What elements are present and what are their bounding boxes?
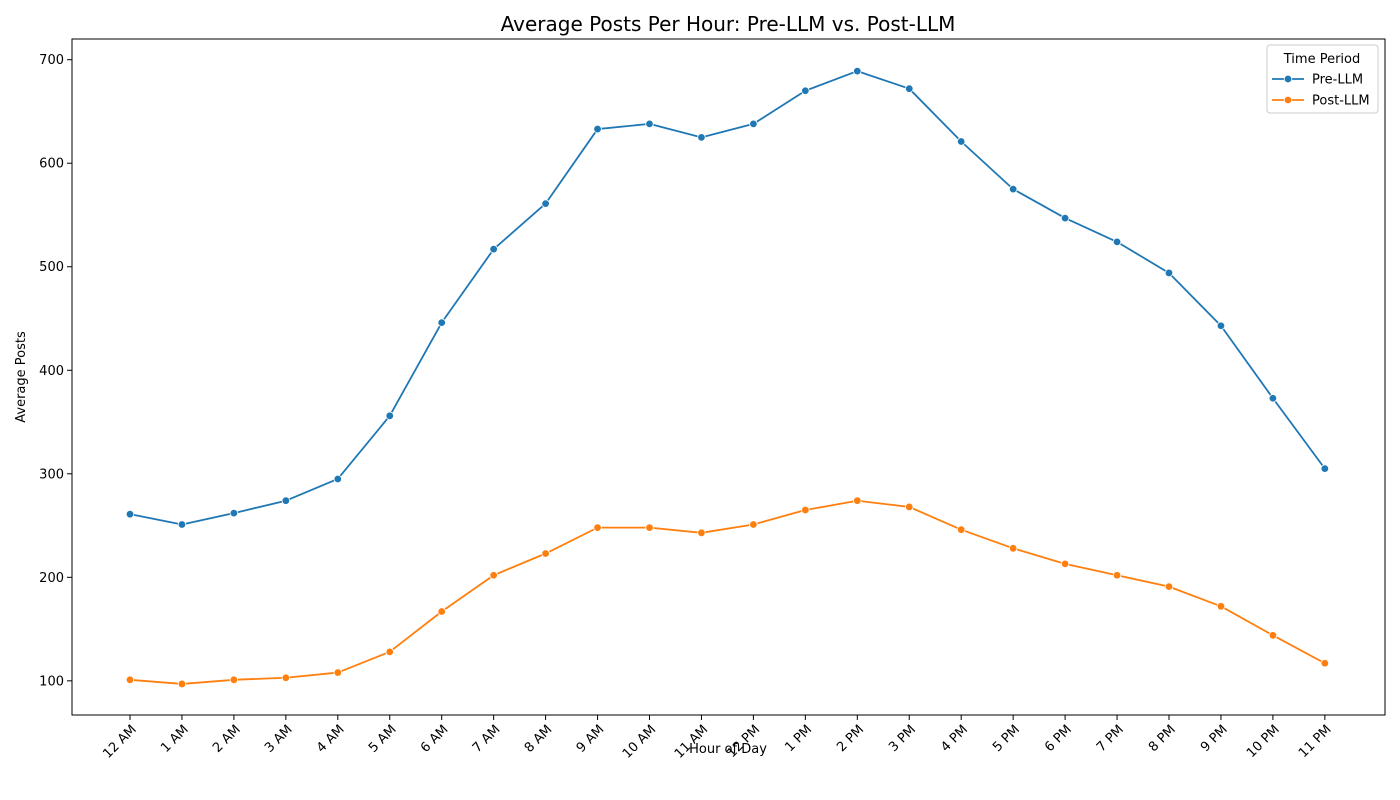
plot-frame bbox=[71, 38, 1386, 716]
data-point bbox=[593, 523, 602, 532]
data-point bbox=[385, 411, 394, 421]
data-point bbox=[125, 675, 135, 685]
x-tick-label: 2 AM bbox=[210, 722, 244, 756]
data-point bbox=[801, 505, 810, 515]
legend-title: Time Period bbox=[1283, 52, 1360, 67]
data-point bbox=[1008, 184, 1018, 194]
legend-swatch-marker bbox=[1283, 74, 1293, 84]
series-post-llm bbox=[125, 496, 1330, 689]
x-tick-label: 12 AM bbox=[100, 722, 139, 761]
data-point bbox=[437, 318, 446, 327]
x-tick-label: 6 PM bbox=[1042, 722, 1075, 755]
legend-items: Pre-LLM Post-LLM bbox=[1272, 73, 1370, 109]
x-tick-label: 1 AM bbox=[158, 722, 192, 756]
x-tick-label: 4 AM bbox=[314, 722, 348, 756]
x-tick-label: 7 AM bbox=[470, 722, 504, 756]
y-tick-label: 400 bbox=[39, 364, 64, 379]
data-point bbox=[645, 523, 654, 532]
data-point bbox=[1268, 394, 1278, 403]
series-line bbox=[129, 499, 1326, 685]
data-point bbox=[957, 137, 966, 146]
y-tick-label: 500 bbox=[39, 260, 64, 275]
data-point bbox=[489, 244, 498, 254]
data-point bbox=[1164, 268, 1174, 278]
x-tick-label: 10 AM bbox=[620, 722, 659, 761]
y-axis: 100 200 300 400 500 600 700 bbox=[39, 53, 72, 689]
data-point bbox=[1320, 464, 1330, 473]
x-tick-label: 3 PM bbox=[886, 722, 919, 755]
data-point bbox=[125, 509, 135, 519]
data-point bbox=[1008, 544, 1018, 553]
legend-swatch-marker bbox=[1283, 95, 1293, 105]
data-point bbox=[333, 668, 342, 677]
x-tick-label: 11 PM bbox=[1296, 722, 1335, 761]
data-point bbox=[593, 124, 602, 134]
x-tick-label: 4 PM bbox=[938, 722, 971, 755]
data-point bbox=[905, 502, 914, 512]
data-point bbox=[1164, 582, 1174, 591]
x-tick-label: 5 PM bbox=[990, 722, 1023, 755]
legend: Time Period Pre-LLM Post-LLM bbox=[1266, 44, 1379, 114]
legend-label: Post-LLM bbox=[1312, 94, 1370, 109]
x-axis-label: Hour of Day bbox=[689, 742, 767, 757]
data-point bbox=[1060, 559, 1070, 569]
plot-area bbox=[125, 66, 1330, 689]
chart-title: Average Posts Per Hour: Pre-LLM vs. Post… bbox=[501, 12, 956, 36]
x-tick-label: 3 AM bbox=[262, 722, 296, 756]
data-point bbox=[385, 647, 394, 657]
data-point bbox=[1320, 659, 1330, 668]
y-tick-label: 100 bbox=[39, 674, 64, 689]
data-point bbox=[437, 607, 446, 616]
data-point bbox=[697, 528, 706, 538]
x-tick-label: 7 PM bbox=[1094, 722, 1127, 755]
data-point bbox=[1216, 602, 1226, 611]
y-axis-label: Average Posts bbox=[14, 331, 29, 423]
data-point bbox=[853, 496, 862, 505]
data-point bbox=[229, 508, 239, 518]
x-tick-label: 9 PM bbox=[1198, 722, 1231, 755]
data-point bbox=[333, 474, 342, 484]
legend-label: Pre-LLM bbox=[1312, 73, 1363, 88]
data-point bbox=[801, 86, 810, 95]
data-point bbox=[697, 133, 706, 142]
data-point bbox=[177, 679, 187, 689]
data-point bbox=[749, 119, 758, 129]
x-tick-label: 10 PM bbox=[1244, 722, 1283, 761]
data-point bbox=[281, 673, 291, 682]
data-point bbox=[541, 199, 550, 208]
data-point bbox=[853, 66, 862, 76]
legend-box bbox=[1266, 44, 1379, 114]
data-point bbox=[905, 84, 914, 93]
data-point bbox=[489, 571, 498, 580]
series-line bbox=[129, 70, 1326, 526]
data-point bbox=[1112, 237, 1122, 247]
data-point bbox=[281, 496, 291, 505]
series-pre-llm bbox=[125, 66, 1330, 529]
data-point bbox=[541, 549, 550, 558]
data-point bbox=[1216, 321, 1226, 330]
data-point bbox=[229, 675, 239, 685]
data-point bbox=[749, 520, 758, 529]
data-point bbox=[177, 520, 187, 529]
data-point bbox=[1268, 631, 1278, 640]
x-tick-label: 5 AM bbox=[366, 722, 400, 756]
x-tick-label: 8 PM bbox=[1146, 722, 1179, 755]
y-tick-label: 700 bbox=[39, 53, 64, 68]
x-tick-label: 2 PM bbox=[834, 722, 867, 755]
x-tick-label: 1 PM bbox=[782, 722, 815, 755]
data-point bbox=[1060, 213, 1070, 223]
y-tick-label: 600 bbox=[39, 157, 64, 172]
data-point bbox=[645, 119, 654, 129]
x-tick-label: 8 AM bbox=[522, 722, 556, 756]
y-tick-label: 300 bbox=[39, 467, 64, 482]
y-tick-label: 200 bbox=[39, 571, 64, 586]
data-point bbox=[957, 525, 966, 534]
data-point bbox=[1112, 571, 1122, 580]
x-tick-label: 9 AM bbox=[574, 722, 608, 756]
x-tick-label: 6 AM bbox=[418, 722, 452, 756]
